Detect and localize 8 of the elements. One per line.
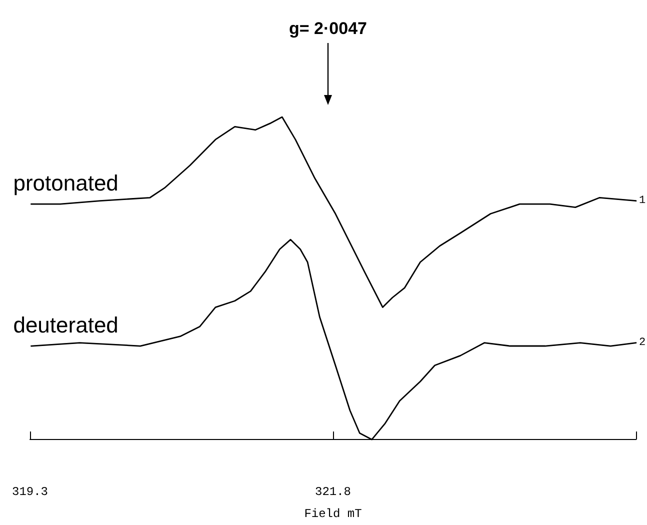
series-label: deuterated (13, 312, 118, 338)
x-tick-label: 319.3 (12, 485, 48, 499)
text: g= 2·0047 (289, 19, 367, 38)
x-tick-label: 321.8 (314, 485, 352, 499)
text: 1 (639, 194, 646, 207)
x-axis-title: Field mT (304, 507, 362, 521)
text: 2 (639, 336, 646, 349)
series-label: protonated (13, 170, 118, 196)
